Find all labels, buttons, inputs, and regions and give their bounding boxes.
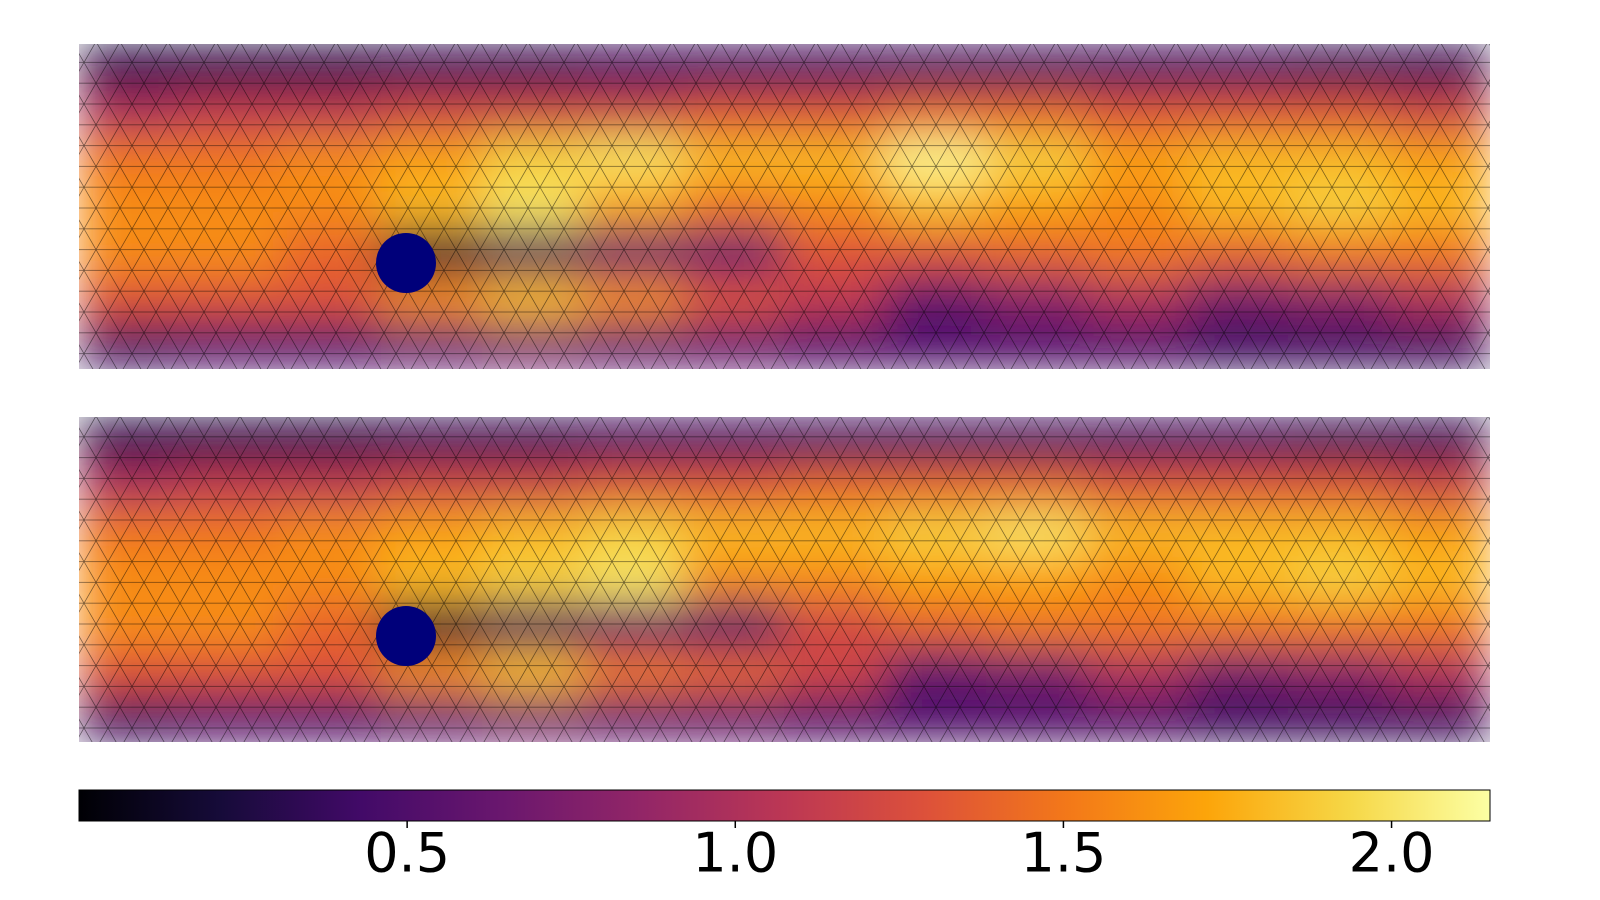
- colorbar-tick-label: 0.5: [364, 822, 450, 885]
- mesh-overlay: [79, 417, 1490, 742]
- colorbar-tick-label: 1.0: [692, 822, 778, 885]
- field-panel: [79, 417, 1490, 742]
- colorbar: [78, 789, 1491, 822]
- colorbar-tick-label: 2.0: [1349, 822, 1435, 885]
- cylinder: [376, 606, 436, 666]
- field-panel: [79, 44, 1490, 369]
- mesh-overlay: [79, 44, 1490, 369]
- cylinder: [376, 233, 436, 293]
- colorbar-tick-label: 1.5: [1020, 822, 1106, 885]
